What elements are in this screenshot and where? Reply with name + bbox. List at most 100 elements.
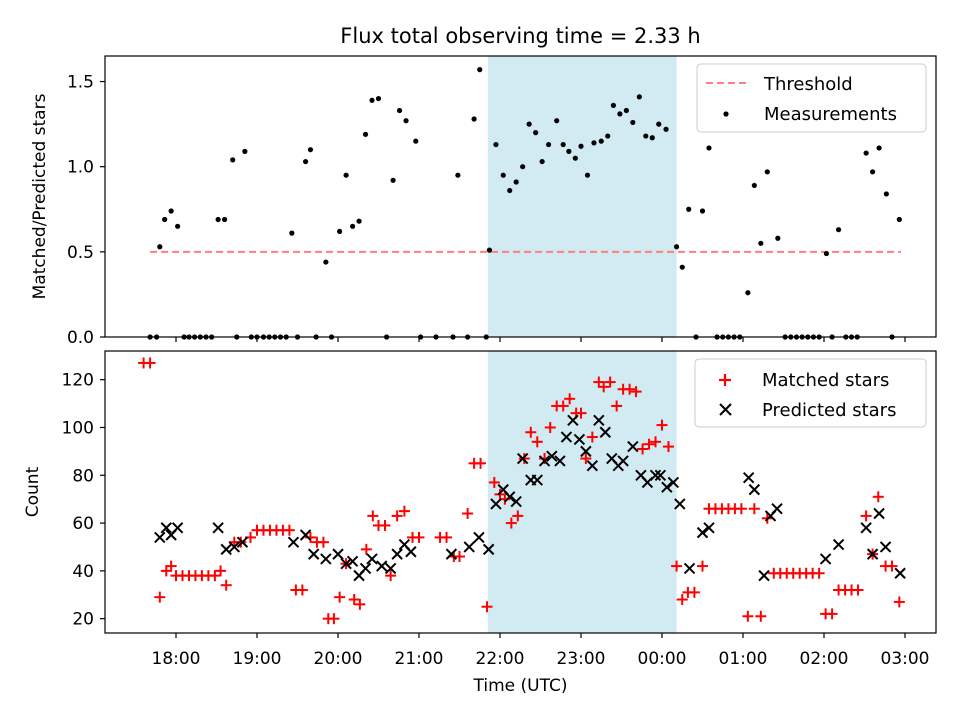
measurement-point — [546, 141, 552, 148]
measurement-point — [870, 169, 876, 175]
predicted-star-marker — [366, 553, 378, 565]
matched-star-marker — [598, 381, 610, 393]
predicted-star-marker — [894, 567, 906, 579]
matched-star-marker — [860, 510, 872, 522]
predicted-star-marker — [599, 426, 612, 438]
predicted-star-stroke — [627, 440, 639, 453]
measurement-point — [369, 97, 375, 103]
matched-star-marker — [676, 594, 688, 606]
predicted-star-marker — [696, 526, 709, 539]
predicted-star-marker — [580, 445, 592, 458]
x-tick-label: 22:00 — [476, 649, 525, 669]
matched-star-marker — [334, 591, 346, 603]
predicted-star-stroke — [819, 553, 832, 565]
matched-star-marker — [656, 419, 668, 431]
measurement-point — [526, 121, 532, 127]
predicted-star-stroke — [531, 474, 543, 486]
measurement-point — [706, 145, 712, 151]
predicted-star-stroke — [307, 548, 320, 560]
predicted-star-stroke — [212, 522, 224, 534]
measurement-point — [242, 148, 248, 154]
predicted-stars-points — [154, 414, 906, 582]
predicted-star-marker — [391, 548, 403, 560]
predicted-star-stroke — [332, 548, 344, 560]
legend-matched-label: Matched stars — [762, 370, 889, 391]
measurement-point — [686, 206, 692, 212]
predicted-star-stroke — [567, 414, 579, 427]
predicted-star-stroke — [593, 414, 605, 427]
measurement-point — [349, 223, 356, 229]
matched-star-marker — [296, 584, 308, 596]
measurement-point — [699, 208, 706, 214]
measurement-point — [643, 133, 649, 139]
predicted-star-stroke — [160, 522, 172, 534]
measurement-point — [896, 216, 902, 223]
matched-star-marker — [886, 560, 898, 572]
top-legend: Threshold Measurements — [696, 63, 927, 133]
predicted-star-marker — [703, 522, 715, 534]
predicted-star-stroke — [236, 536, 249, 548]
measurement-point — [289, 230, 295, 236]
predicted-star-stroke — [384, 562, 397, 575]
measurement-point — [584, 172, 591, 178]
predicted-star-marker — [567, 414, 579, 427]
predicted-star-stroke — [554, 455, 566, 467]
predicted-star-stroke — [654, 469, 667, 481]
measurement-point — [362, 131, 369, 137]
predicted-star-marker — [212, 522, 224, 534]
matched-star-marker — [735, 503, 747, 515]
predicted-star-stroke — [742, 471, 755, 484]
predicted-star-marker — [299, 529, 312, 541]
measurement-point — [663, 126, 669, 132]
measurement-point — [758, 240, 764, 246]
predicted-star-stroke — [667, 476, 680, 489]
matched-star-marker — [893, 596, 905, 608]
matched-star-marker — [580, 453, 592, 465]
predicted-star-marker — [287, 536, 300, 548]
predicted-star-stroke — [538, 455, 551, 467]
top-axes-frame — [104, 55, 937, 338]
matched-star-marker — [755, 610, 767, 622]
predicted-star-stroke — [894, 567, 906, 579]
matched-star-marker — [154, 591, 166, 603]
measurement-point — [560, 141, 566, 148]
measurement-point — [883, 191, 889, 197]
predicted-star-marker — [531, 474, 543, 486]
matched-star-marker — [813, 567, 825, 579]
matched-star-marker — [385, 570, 397, 582]
top-legend-box — [696, 63, 927, 133]
predicted-star-stroke — [504, 491, 516, 503]
predicted-star-stroke — [340, 557, 352, 570]
measurement-point — [598, 138, 604, 144]
matched-star-marker — [398, 505, 410, 517]
predicted-star-stroke — [580, 445, 592, 458]
measurement-point — [764, 169, 770, 175]
matched-star-marker — [604, 376, 616, 388]
matched-stars-points — [138, 357, 905, 625]
top-y-tick-label: 0.0 — [67, 328, 94, 348]
predicted-star-stroke — [866, 548, 879, 560]
top-panel: 0.0 0.5 1.0 1.5 Matched/Predicted stars Thr… — [30, 55, 937, 348]
predicted-star-marker — [405, 546, 417, 558]
predicted-star-stroke — [599, 426, 612, 438]
measurement-point — [162, 216, 168, 223]
bottom-axis-ticks: 20 40 60 80 100 120 — [62, 371, 906, 638]
measurement-point — [356, 218, 362, 224]
matched-star-marker — [637, 443, 649, 455]
bottom-y-tick-label: 100 — [62, 418, 94, 438]
predicted-star-marker — [661, 481, 673, 493]
matched-star-marker — [505, 517, 517, 529]
predicted-star-stroke — [873, 507, 885, 520]
matched-star-marker — [671, 560, 683, 572]
predicted-star-stroke — [560, 431, 573, 443]
bottom-legend-box — [694, 358, 927, 428]
predicted-star-marker — [445, 548, 458, 560]
matched-star-marker — [748, 503, 760, 515]
measurement-point — [375, 95, 382, 102]
predicted-star-marker — [674, 498, 686, 510]
matched-star-marker — [481, 601, 493, 613]
predicted-star-marker — [490, 498, 502, 510]
matched-star-marker — [624, 383, 636, 395]
predicted-star-marker — [538, 455, 551, 467]
predicted-star-marker — [649, 469, 662, 481]
